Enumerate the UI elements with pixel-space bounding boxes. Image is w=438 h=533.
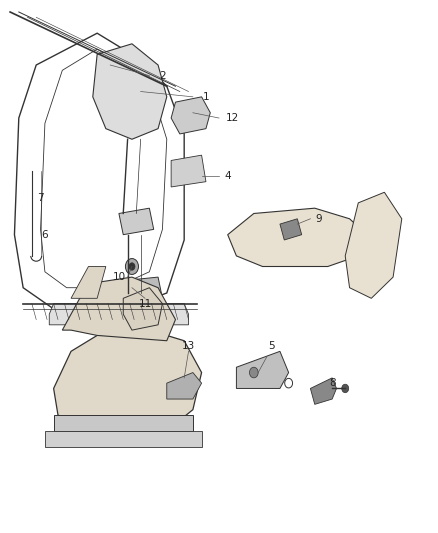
Text: 5: 5	[268, 341, 275, 351]
Text: 9: 9	[316, 214, 322, 224]
Circle shape	[342, 384, 349, 393]
Polygon shape	[45, 431, 201, 447]
Polygon shape	[237, 351, 289, 389]
Polygon shape	[49, 304, 188, 325]
Polygon shape	[53, 330, 201, 431]
Polygon shape	[93, 44, 167, 139]
Text: 7: 7	[37, 192, 44, 203]
Polygon shape	[311, 378, 336, 405]
Polygon shape	[167, 373, 201, 399]
Polygon shape	[80, 304, 167, 330]
Polygon shape	[119, 208, 154, 235]
Circle shape	[125, 259, 138, 274]
Polygon shape	[345, 192, 402, 298]
Text: 13: 13	[182, 341, 195, 351]
Text: 12: 12	[226, 113, 239, 123]
Text: 6: 6	[42, 230, 48, 240]
Text: 1: 1	[203, 92, 209, 102]
Circle shape	[250, 367, 258, 378]
Polygon shape	[71, 266, 106, 298]
Polygon shape	[62, 277, 176, 341]
Polygon shape	[171, 155, 206, 187]
Text: 4: 4	[224, 172, 231, 181]
Text: 11: 11	[138, 298, 152, 309]
Polygon shape	[228, 208, 367, 266]
Text: 2: 2	[159, 70, 166, 80]
Polygon shape	[53, 415, 193, 431]
Polygon shape	[280, 219, 302, 240]
Circle shape	[129, 263, 135, 270]
Polygon shape	[171, 97, 210, 134]
Polygon shape	[123, 288, 162, 330]
Polygon shape	[102, 277, 162, 304]
Text: 8: 8	[329, 378, 336, 388]
Text: 10: 10	[112, 272, 125, 282]
